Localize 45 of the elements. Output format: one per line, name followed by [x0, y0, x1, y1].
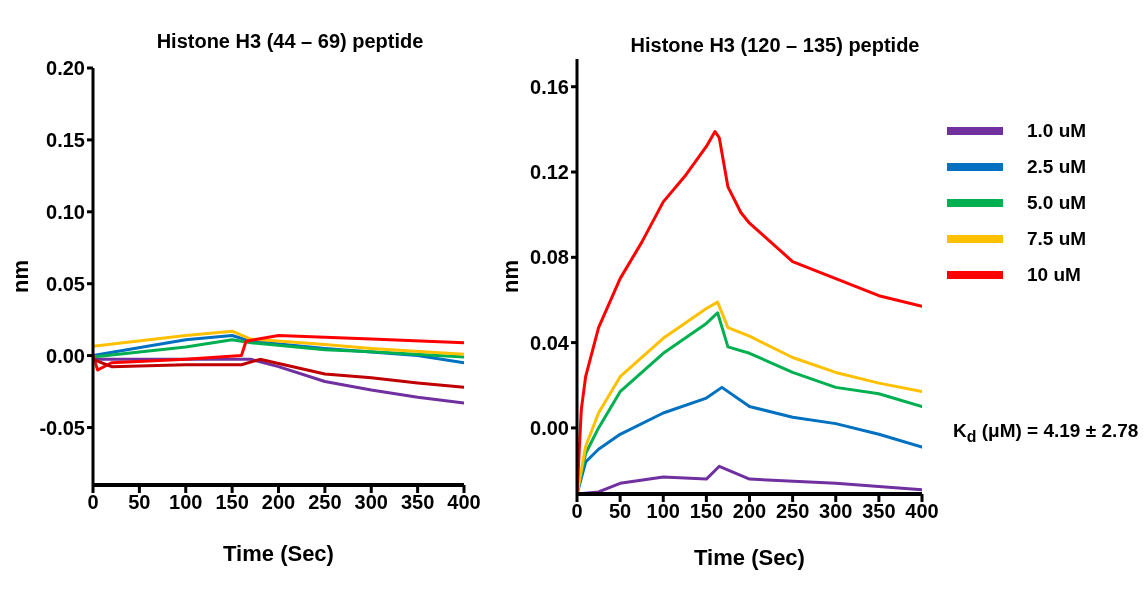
x-tick-label: 100	[169, 491, 203, 514]
legend-label: 7.5 uM	[1027, 228, 1087, 250]
chart-title: Histone H3 (120 – 135) peptide	[630, 34, 920, 57]
chart-title: Histone H3 (44 – 69) peptide	[156, 30, 424, 53]
line-series	[93, 329, 464, 356]
x-tick-label: 200	[261, 491, 296, 514]
text: K$_{d}$ (μM) = 4.19 ± 2.78	[953, 420, 1139, 446]
x-tick-label: 200	[732, 500, 767, 523]
x-axis-title: Time (Sec)	[223, 541, 334, 566]
x-tick-label: 350	[400, 491, 435, 514]
x-tick-label: 150	[689, 500, 724, 523]
legend-label: 2.5 uM	[1027, 156, 1087, 178]
x-tick-label: 50	[609, 500, 632, 523]
x-tick-label: 250	[775, 500, 810, 523]
y-tick-label: 0.00	[46, 344, 85, 367]
y-axis-title: nm	[7, 260, 33, 293]
x-tick-label: 300	[819, 500, 853, 523]
x-tick-label: 300	[354, 491, 388, 514]
y-tick-label: 0.12	[530, 161, 569, 184]
legend-label: 10 uM	[1027, 264, 1081, 286]
legend-label: 1.0 uM	[1027, 120, 1087, 142]
y-tick-label: 0.00	[530, 417, 569, 439]
x-tick-label: 100	[646, 500, 680, 523]
x-tick-label: 50	[128, 491, 151, 514]
x-tick-label: 400	[905, 500, 939, 523]
legend-label: 5.0 uM	[1027, 192, 1087, 214]
x-tick-label: 400	[447, 491, 481, 514]
y-tick-label: 0.04	[530, 331, 570, 354]
y-tick-label: 0.10	[46, 200, 85, 223]
line-series	[93, 333, 464, 372]
x-tick-label: 350	[862, 500, 896, 523]
y-tick-label: 0.08	[530, 246, 569, 269]
y-tick-label: 0.05	[46, 272, 85, 295]
y-tick-label: 0.20	[46, 57, 85, 80]
x-tick-label: 250	[308, 491, 342, 514]
x-tick-label: 150	[215, 491, 249, 514]
line-series	[93, 338, 464, 359]
y-axis-title: nm	[497, 260, 523, 293]
y-tick-label: 0.16	[530, 75, 569, 98]
line-series	[93, 357, 464, 389]
x-tick-label: 0	[571, 500, 583, 523]
y-tick-label: 0.15	[46, 129, 85, 151]
x-tick-label: 0	[87, 491, 99, 514]
x-axis-title: Time (Sec)	[694, 545, 805, 570]
y-tick-label: -0.05	[39, 416, 85, 439]
